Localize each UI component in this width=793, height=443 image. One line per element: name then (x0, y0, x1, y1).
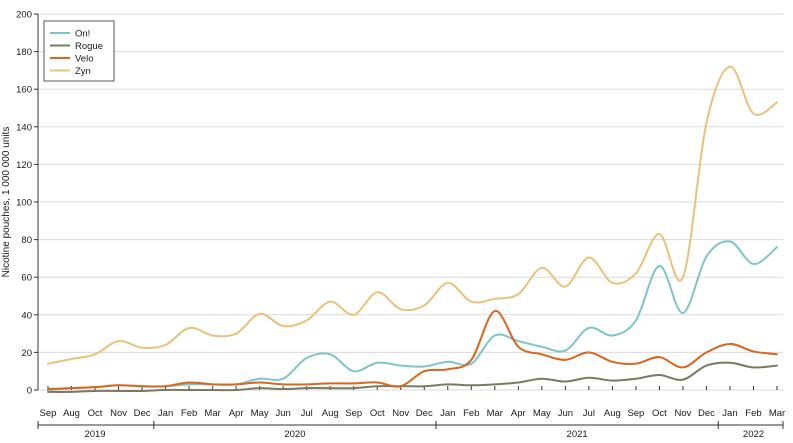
x-tick-label: Apr (229, 408, 244, 419)
x-tick-label: Oct (88, 408, 103, 419)
x-tick-label: Mar (487, 408, 503, 419)
legend-label-zyn: Zyn (75, 66, 91, 77)
y-axis: 0 20 40 60 80 100 120 140 160 180 200 (16, 10, 39, 397)
series-line-velo (47, 310, 778, 391)
x-tick-label: Jan (722, 408, 737, 419)
x-tick-label: Nov (674, 408, 691, 419)
x-axis: Sep Aug Oct Nov Dec Jan Feb Mar Apr May Jun Jul Aug S… (37, 386, 785, 440)
legend-label-rogue: Rogue (75, 41, 103, 52)
series-line-on (47, 240, 778, 391)
x-tick-label: Nov (392, 408, 409, 419)
year-label: 2021 (567, 429, 588, 440)
x-tick-label: Jun (558, 408, 573, 419)
x-tick-label: Feb (463, 408, 479, 419)
y-tick-label: 20 (21, 348, 32, 359)
x-tick-label: Aug (322, 408, 339, 419)
x-tick-label: Feb (181, 408, 197, 419)
x-tick-label: Oct (652, 408, 667, 419)
y-axis-label: Nicotine pouches, 1 000 000 units (1, 127, 12, 278)
x-tick-label: Jul (301, 408, 313, 419)
x-tick-label: Apr (511, 408, 526, 419)
legend-label-velo: Velo (75, 54, 94, 65)
legend-label-on: On! (75, 29, 90, 40)
y-tick-label: 0 (27, 386, 32, 397)
y-tick-label: 180 (16, 47, 32, 58)
y-tick-label: 100 (16, 198, 32, 209)
y-tick-label: 60 (21, 273, 32, 284)
series-line-zyn (47, 65, 778, 365)
x-tick-label: Mar (204, 408, 220, 419)
y-tick-label: 40 (21, 310, 32, 321)
x-tick-label: Jan (440, 408, 455, 419)
series-line-rogue (47, 361, 778, 393)
y-tick-label: 120 (16, 160, 32, 171)
x-tick-label: Jan (158, 408, 173, 419)
year-label: 2020 (284, 429, 305, 440)
x-tick-label: Aug (604, 408, 621, 419)
year-label: 2022 (743, 429, 764, 440)
x-tick-label: Feb (745, 408, 761, 419)
year-label: 2019 (84, 429, 105, 440)
x-tick-label: Sep (627, 408, 644, 419)
x-tick-label: Mar (769, 408, 785, 419)
series-lines (47, 65, 778, 393)
x-tick-label: May (251, 408, 269, 419)
y-tick-label: 160 (16, 85, 32, 96)
x-tick-label: Aug (63, 408, 80, 419)
x-tick-label: Dec (416, 408, 433, 419)
x-tick-label: Sep (345, 408, 362, 419)
y-tick-label: 80 (21, 235, 32, 246)
x-tick-label: May (533, 408, 551, 419)
x-tick-label: Dec (698, 408, 715, 419)
x-tick-label: Oct (370, 408, 385, 419)
x-tick-label: Jun (275, 408, 290, 419)
x-tick-label: Sep (40, 408, 57, 419)
x-tick-label: Jul (583, 408, 595, 419)
x-tick-label: Dec (134, 408, 151, 419)
x-tick-label: Nov (110, 408, 127, 419)
y-tick-label: 200 (16, 10, 32, 21)
grid (38, 13, 783, 391)
y-tick-label: 140 (16, 122, 32, 133)
